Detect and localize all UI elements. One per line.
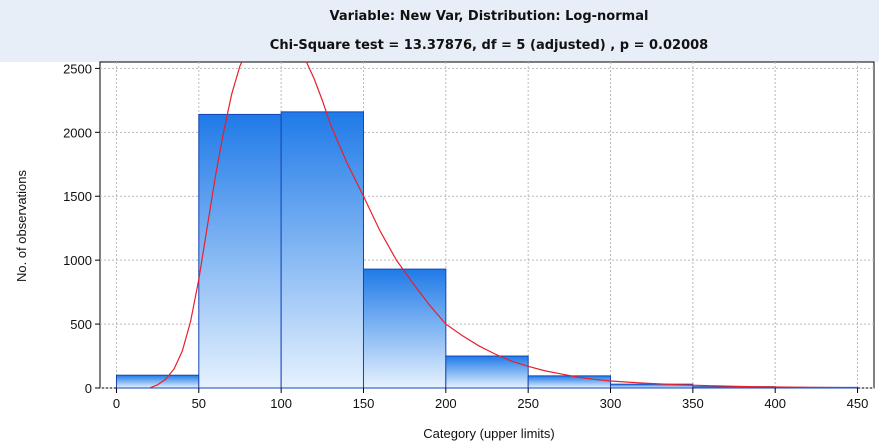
fit-curve (149, 62, 858, 388)
bars-layer (115, 111, 859, 389)
histogram-bar (280, 111, 364, 389)
histogram-bar (445, 355, 529, 389)
x-tick-label: 200 (435, 396, 457, 411)
y-tick-label: 1000 (63, 253, 92, 268)
chart-subtitle: Chi-Square test = 13.37876, df = 5 (adju… (270, 38, 708, 53)
x-axis-label: Category (upper limits) (423, 426, 555, 441)
x-tick-label: 0 (113, 396, 120, 411)
y-tick-label: 2500 (63, 61, 92, 76)
x-tick-label: 150 (353, 396, 375, 411)
y-tick-label: 1500 (63, 189, 92, 204)
x-tick-label: 50 (192, 396, 206, 411)
x-tick-label: 450 (847, 396, 869, 411)
histogram-bar (610, 383, 694, 389)
histogram-bar (527, 375, 612, 389)
y-tick-label: 2000 (63, 125, 92, 140)
histogram-bar (198, 113, 282, 389)
curve-layer (149, 62, 858, 388)
title-band (0, 0, 879, 62)
histogram-bar (362, 268, 447, 389)
x-tick-label: 300 (600, 396, 622, 411)
x-tick-label: 350 (682, 396, 704, 411)
chart-title: Variable: New Var, Distribution: Log-nor… (330, 9, 649, 24)
y-tick-label: 500 (70, 317, 92, 332)
x-tick-label: 400 (764, 396, 786, 411)
x-tick-label: 100 (270, 396, 292, 411)
histogram-bar (115, 374, 200, 389)
x-tick-label: 250 (517, 396, 539, 411)
y-tick-label: 0 (85, 381, 92, 396)
ticks-layer: 0 50 100 150 200 250 300 350 400 450 0 500 1000 1500 2… (63, 61, 868, 411)
y-axis-label: No. of observations (14, 170, 29, 283)
